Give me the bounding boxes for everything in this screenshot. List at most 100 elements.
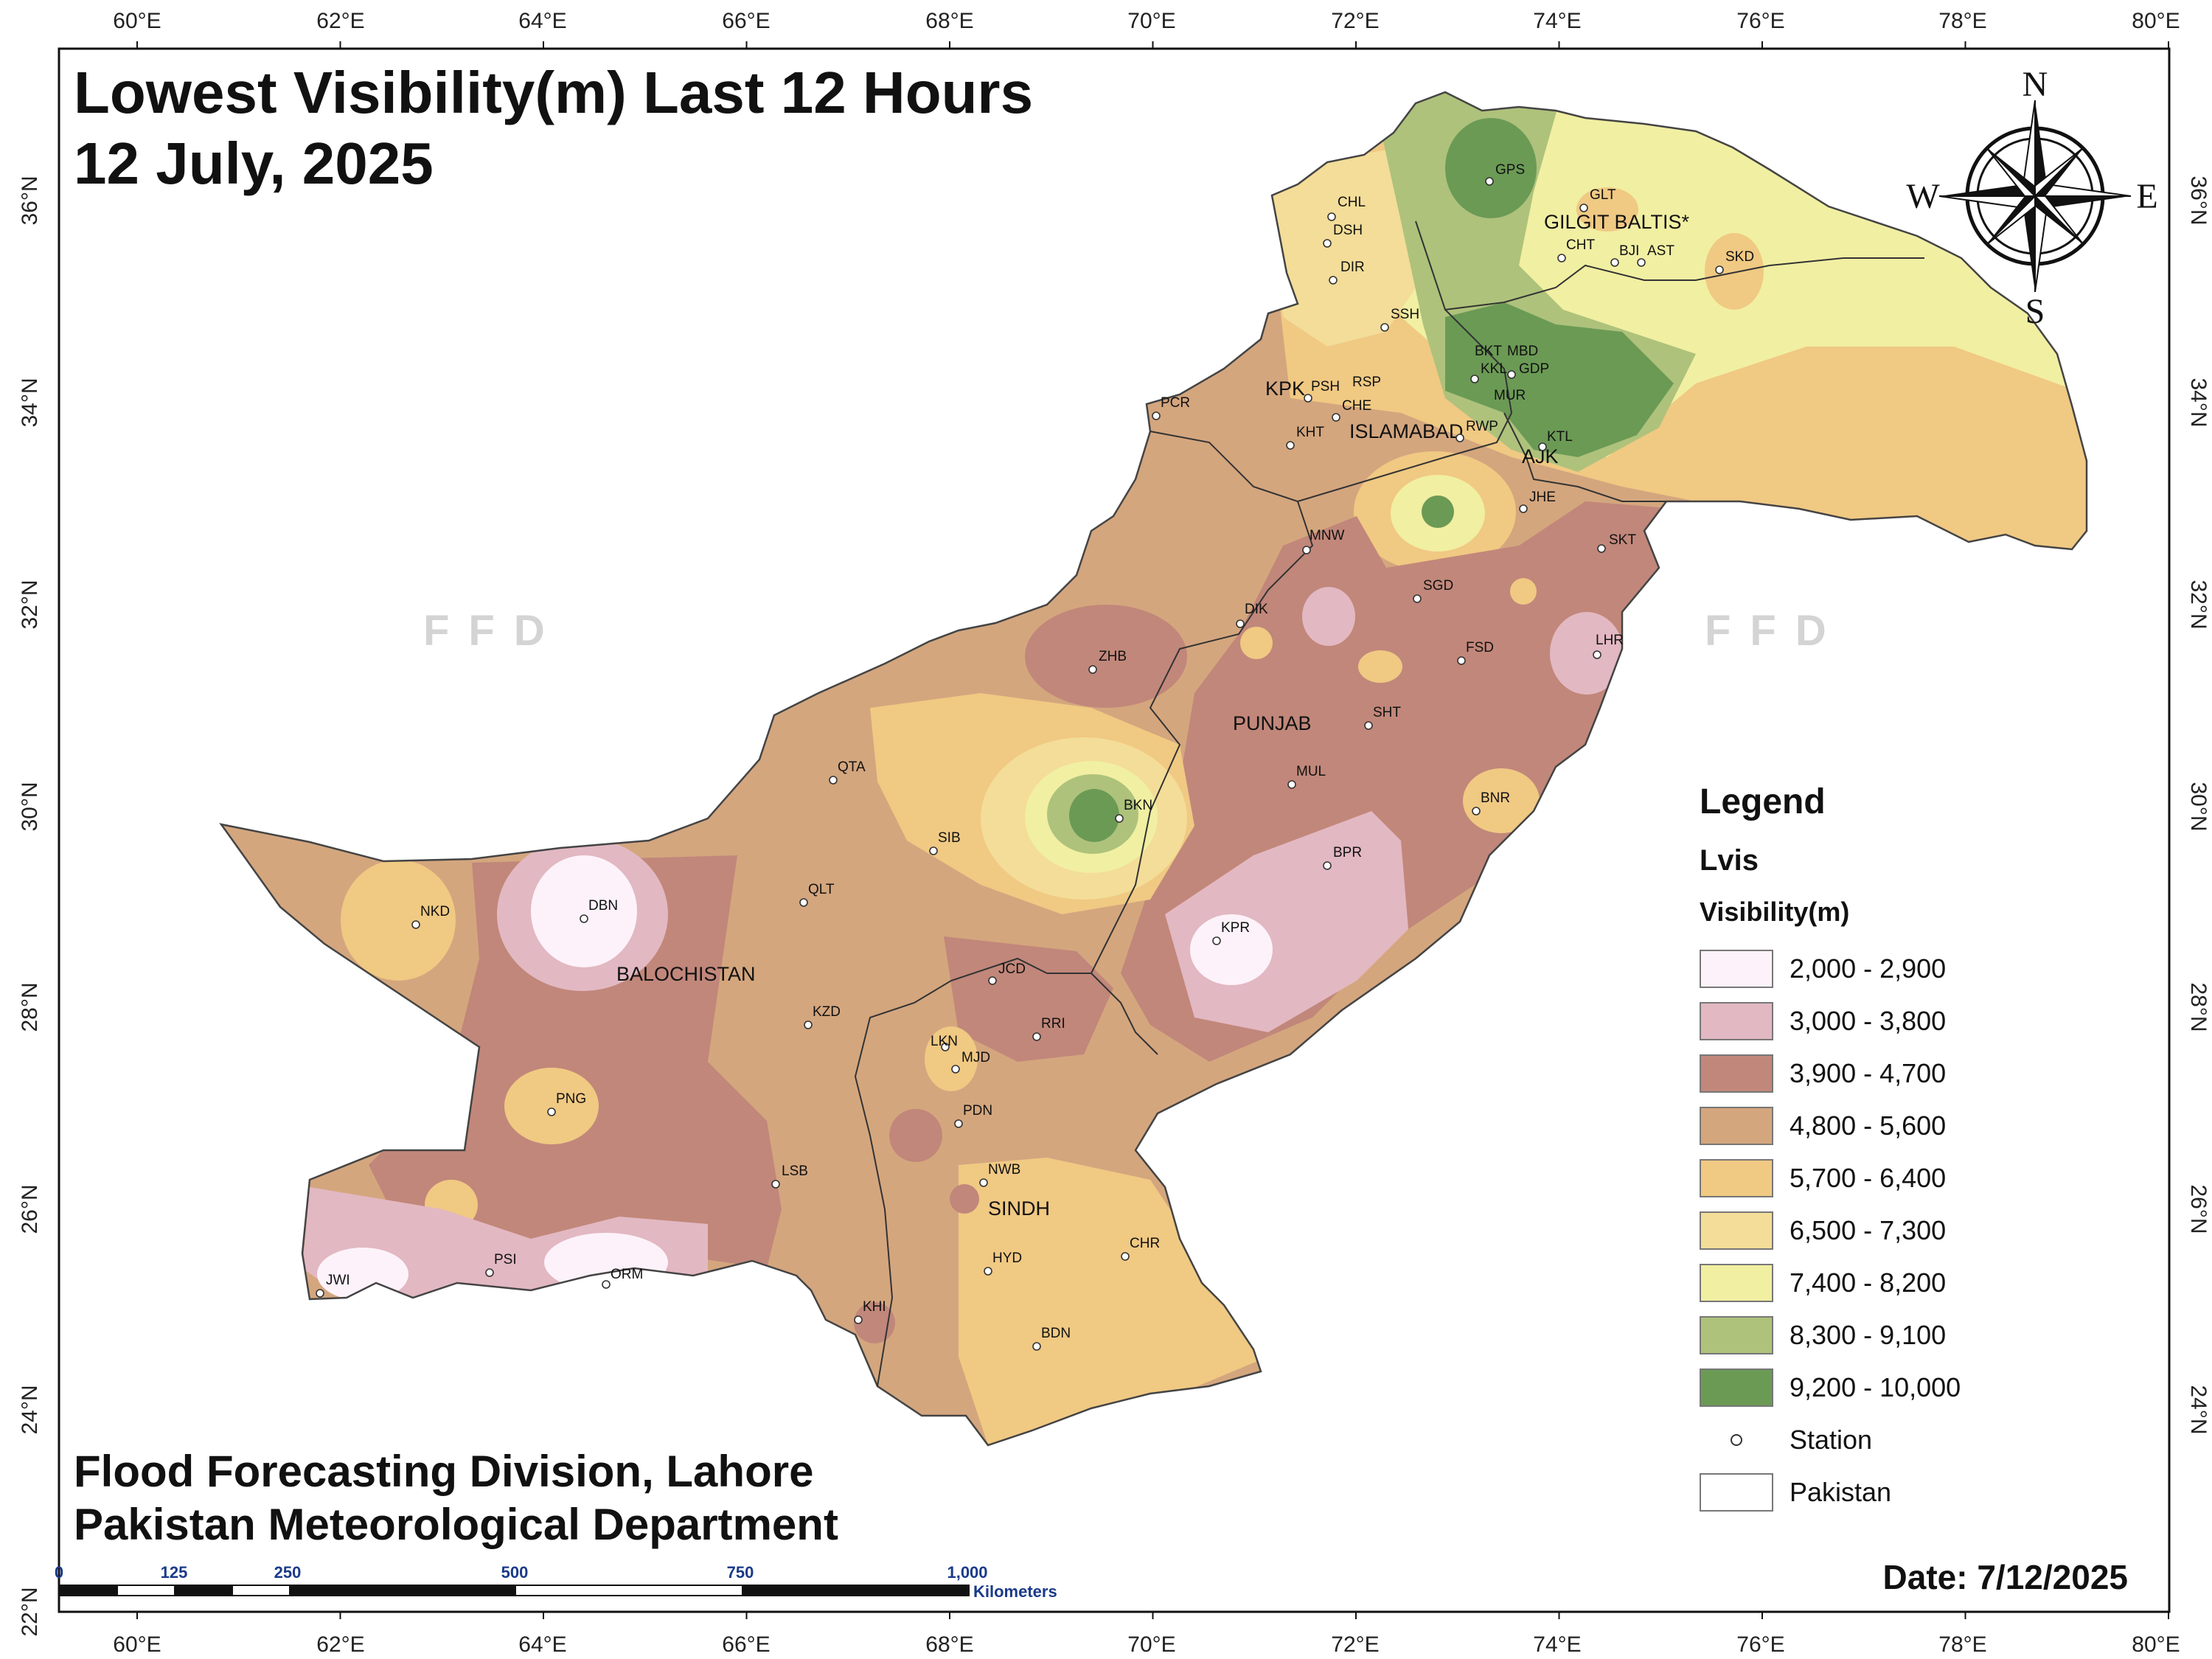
station-dot[interactable] <box>941 1043 950 1051</box>
boundary-swatch <box>1700 1472 1773 1512</box>
station-dot[interactable] <box>771 1180 780 1189</box>
lat-label: 24°N <box>18 1385 42 1434</box>
station-label: RRI <box>1041 1016 1065 1032</box>
compass-rose: N S E W <box>1906 65 2157 331</box>
scale-bar: 0 125 250 500 750 1,000 Kilometers <box>55 1563 1057 1601</box>
station-dot[interactable] <box>1332 413 1340 422</box>
station-label: JHE <box>1529 490 1556 505</box>
station-dot[interactable] <box>951 1065 960 1074</box>
legend-class-label: 8,300 - 9,100 <box>1790 1319 1947 1350</box>
station-dot[interactable] <box>1538 442 1547 451</box>
station-dot[interactable] <box>1121 1252 1130 1261</box>
station-dot[interactable] <box>1327 212 1336 221</box>
station-dot[interactable] <box>1287 780 1296 789</box>
station-dot[interactable] <box>1637 258 1646 267</box>
scale-tick: 750 <box>727 1563 754 1582</box>
station-dot[interactable] <box>1472 807 1481 815</box>
station-dot[interactable] <box>1212 936 1221 945</box>
station-label: GPS <box>1495 162 1525 178</box>
station-dot[interactable] <box>1715 265 1724 274</box>
station-dot[interactable] <box>988 976 997 985</box>
station-dot[interactable] <box>1152 411 1161 420</box>
station-dot[interactable] <box>854 1315 863 1324</box>
station-label: RWP <box>1466 419 1498 434</box>
title-line-2: 12 July, 2025 <box>74 131 434 196</box>
station-label: GLT <box>1590 187 1616 203</box>
station-label: BJI <box>1619 243 1639 259</box>
region-label-punjab: PUNJAB <box>1233 712 1312 734</box>
station-dot[interactable] <box>485 1268 494 1277</box>
station-dot[interactable] <box>1579 204 1588 212</box>
station-dot[interactable] <box>954 1119 963 1128</box>
station-dot[interactable] <box>1236 619 1245 628</box>
station-dot[interactable] <box>1302 546 1311 554</box>
station-dot[interactable] <box>1364 721 1373 730</box>
station-label: JWI <box>326 1273 350 1288</box>
station-dot[interactable] <box>1088 665 1097 674</box>
lat-label: 22°N <box>18 1587 42 1636</box>
legend-class-row: 8,300 - 9,100 <box>1700 1309 1980 1361</box>
station-dot[interactable] <box>1610 258 1619 267</box>
station-dot[interactable] <box>1323 861 1332 870</box>
lon-label: 76°E <box>1736 1632 1784 1657</box>
station-dot[interactable] <box>1286 441 1295 450</box>
station-dot[interactable] <box>1380 323 1389 332</box>
credits-line-2: Pakistan Meteorological Department <box>74 1500 838 1549</box>
station-dot[interactable] <box>1032 1342 1041 1351</box>
station-dot[interactable] <box>799 898 808 907</box>
station-dot[interactable] <box>411 920 420 929</box>
longitude-labels: 60°E 62°E 64°E 66°E 68°E 70°E 72°E 74°E … <box>113 9 2180 1657</box>
station-label: DIR <box>1340 260 1365 275</box>
legend-layer: Lvis <box>1700 844 1759 877</box>
station-dot[interactable] <box>984 1267 992 1276</box>
station-dot[interactable] <box>1115 814 1124 823</box>
station-label: DSH <box>1333 223 1363 238</box>
station-dot[interactable] <box>547 1107 556 1116</box>
station-dot[interactable] <box>1597 544 1606 553</box>
station-label: BKN <box>1124 798 1152 813</box>
credits: Flood Forecasting Division, Lahore Pakis… <box>74 1445 838 1551</box>
station-dot[interactable] <box>1485 177 1494 186</box>
legend-field: Visibility(m) <box>1700 897 1850 927</box>
station-label: KZD <box>813 1004 841 1020</box>
station-label: GDP <box>1519 361 1549 377</box>
region-label-islamabad: ISLAMABAD <box>1349 420 1464 442</box>
station-dot[interactable] <box>1304 394 1312 403</box>
station-dot[interactable] <box>1413 594 1422 603</box>
station-label: PCR <box>1161 395 1190 411</box>
station-dot[interactable] <box>1593 650 1601 659</box>
station-dot[interactable] <box>1329 276 1338 285</box>
station-dot[interactable] <box>1457 656 1466 665</box>
station-dot[interactable] <box>1519 504 1528 513</box>
station-dot[interactable] <box>602 1280 611 1289</box>
station-dot[interactable] <box>1507 370 1516 379</box>
legend-swatch <box>1700 1054 1773 1093</box>
lon-label: 68°E <box>925 9 973 33</box>
legend-class-label: 3,000 - 3,800 <box>1790 1005 1947 1036</box>
station-dot[interactable] <box>804 1020 813 1029</box>
station-dot[interactable] <box>1032 1032 1041 1041</box>
station-labels: GPS GLT CHL DSH CHT BJI AST SKD DIR SSH … <box>326 162 1754 1341</box>
station-label: KPR <box>1221 920 1250 936</box>
province-borders <box>854 220 1924 1387</box>
station-label: AST <box>1647 243 1674 259</box>
station-dot[interactable] <box>1470 375 1479 383</box>
legend-boundary-row: Pakistan <box>1700 1466 1980 1518</box>
station-dot[interactable] <box>580 914 588 923</box>
lon-label: 60°E <box>113 9 161 33</box>
station-dot[interactable] <box>1323 239 1332 248</box>
station-label: KKL <box>1481 361 1507 377</box>
station-dot[interactable] <box>1455 434 1464 442</box>
station-dot[interactable] <box>316 1289 324 1298</box>
legend-class-row: 7,400 - 8,200 <box>1700 1256 1980 1309</box>
station-dot[interactable] <box>979 1178 988 1187</box>
station-dot[interactable] <box>1557 254 1566 262</box>
lon-label: 62°E <box>316 1632 364 1657</box>
lon-label: 66°E <box>722 9 770 33</box>
scale-tick: 500 <box>501 1563 529 1582</box>
station-dot[interactable] <box>929 846 938 855</box>
compass-e: E <box>2136 177 2157 216</box>
lon-label: 74°E <box>1533 9 1581 33</box>
station-dot[interactable] <box>829 776 838 785</box>
station-label: SSH <box>1391 307 1419 322</box>
